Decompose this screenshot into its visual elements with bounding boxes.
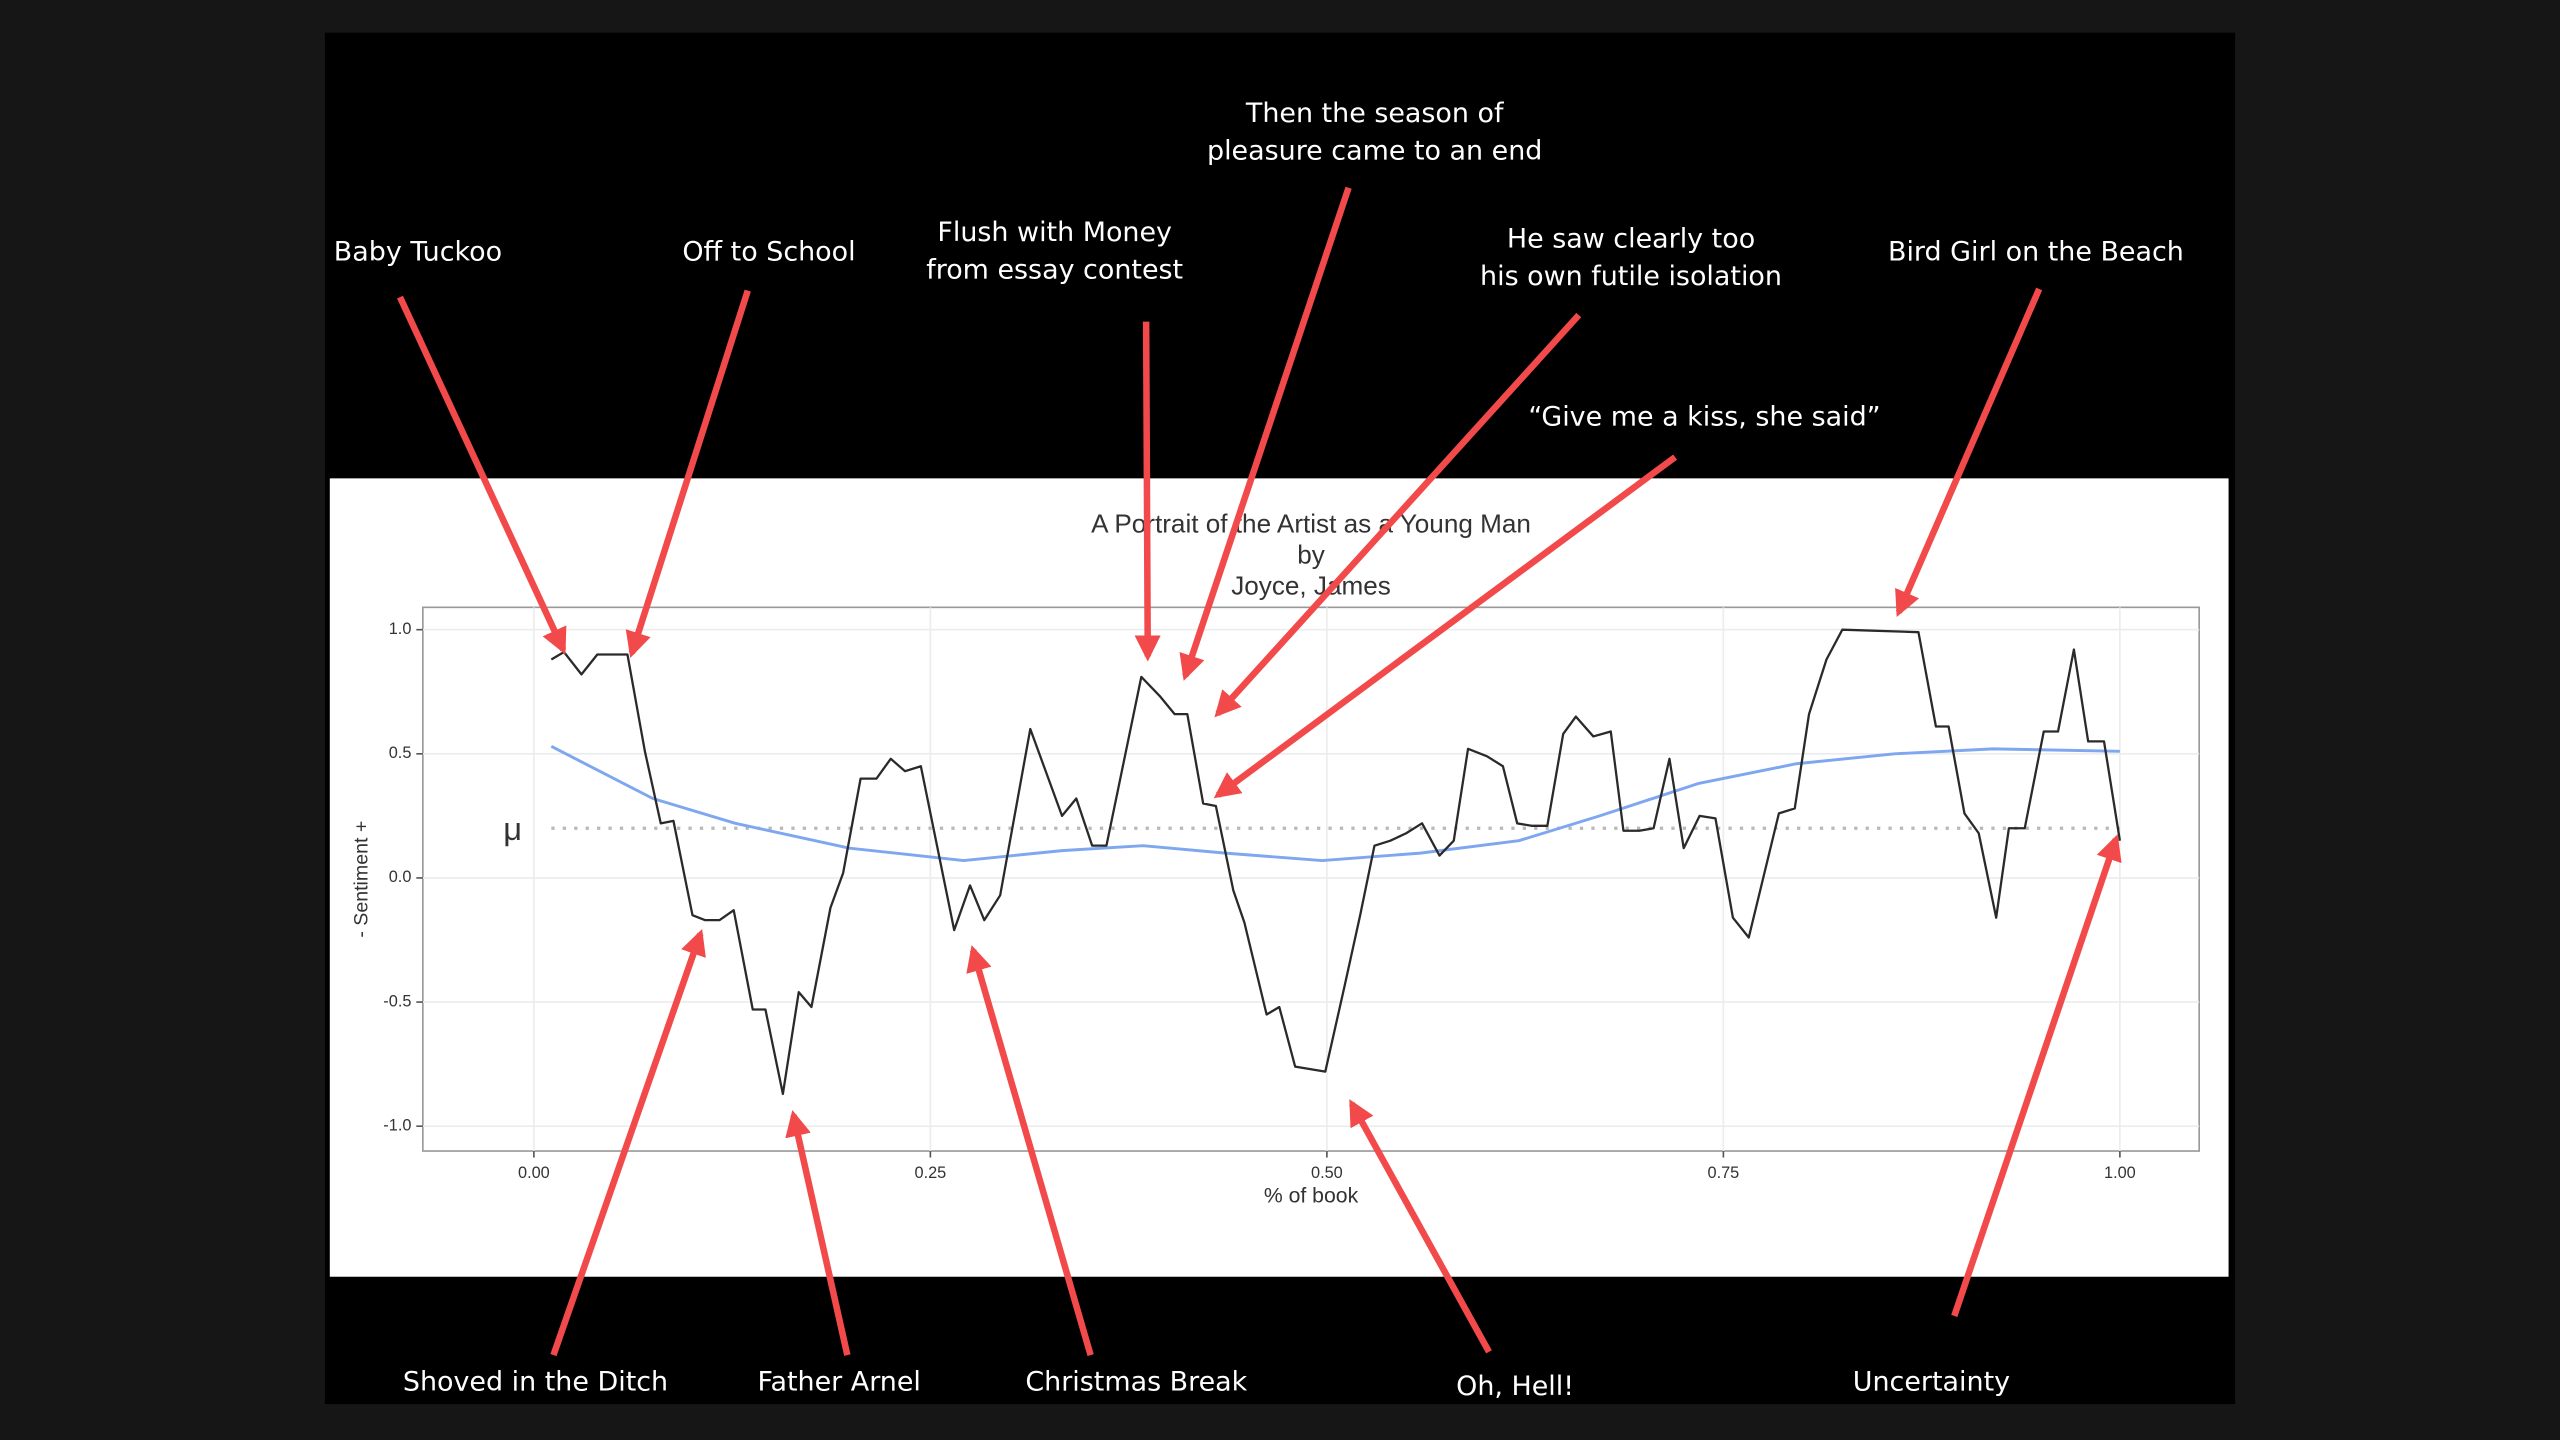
plot-panel [422, 606, 2200, 1152]
x-tick-label: 0.25 [915, 1164, 947, 1182]
annotation-arrow [1348, 1099, 1492, 1354]
annotation-text: Father Arnel [757, 1366, 920, 1397]
annotation-arrow [785, 1110, 851, 1356]
series-line [550, 745, 2120, 863]
annotation-arrow [397, 295, 567, 655]
chart-title: A Portrait of the Artist as a Young Man [1091, 509, 1531, 539]
annotation-text: Shoved in the Ditch [403, 1366, 668, 1397]
y-tick-label: -0.5 [383, 992, 411, 1010]
annotation-text: Uncertainty [1853, 1366, 2010, 1397]
x-tick-label: 0.75 [1708, 1164, 1740, 1182]
y-tick-label: 0.0 [389, 868, 412, 886]
annotation-arrow [966, 945, 1094, 1357]
annotation-text: Baby Tuckoo [334, 237, 502, 268]
y-tick-label: -1.0 [383, 1117, 411, 1135]
annotation-arrow [1951, 834, 2122, 1317]
chart-title: by [1297, 540, 1325, 570]
annotation-arrow [550, 928, 706, 1357]
x-tick-label: 1.00 [2104, 1164, 2136, 1182]
annotation-arrow [1214, 312, 1582, 718]
x-axis-label: % of book [1264, 1184, 1359, 1207]
y-tick-label: 1.0 [389, 620, 412, 638]
x-tick-label: 0.00 [518, 1164, 550, 1182]
annotation-text: “Give me a kiss, she said” [1528, 401, 1880, 432]
annotation-arrow [1179, 186, 1352, 681]
annotation-text: Flush with Money [937, 217, 1172, 248]
annotation-text: Then the season of [1245, 98, 1504, 129]
y-axis-label: - Sentiment + [351, 821, 373, 938]
annotation-arrow [1895, 287, 2043, 618]
series-line [550, 628, 2122, 1096]
x-tick-label: 0.50 [1311, 1164, 1343, 1182]
annotation-text: his own futile isolation [1480, 261, 1782, 292]
annotation-arrow [625, 289, 751, 659]
mean-label: μ [503, 810, 522, 847]
annotation-text: Off to School [682, 237, 855, 268]
annotation-text: pleasure came to an end [1207, 135, 1542, 166]
chart-title: Joyce, James [1231, 571, 1391, 601]
y-tick-label: 0.5 [389, 744, 412, 762]
annotation-arrow [1213, 454, 1678, 799]
annotation-text: Christmas Break [1025, 1366, 1247, 1397]
annotation-text: Oh, Hell! [1456, 1371, 1574, 1402]
annotation-text: He saw clearly too [1507, 224, 1755, 255]
annotation-text: from essay contest [926, 255, 1183, 286]
annotation-text: Bird Girl on the Beach [1888, 237, 2184, 268]
annotation-arrow [1134, 321, 1161, 662]
